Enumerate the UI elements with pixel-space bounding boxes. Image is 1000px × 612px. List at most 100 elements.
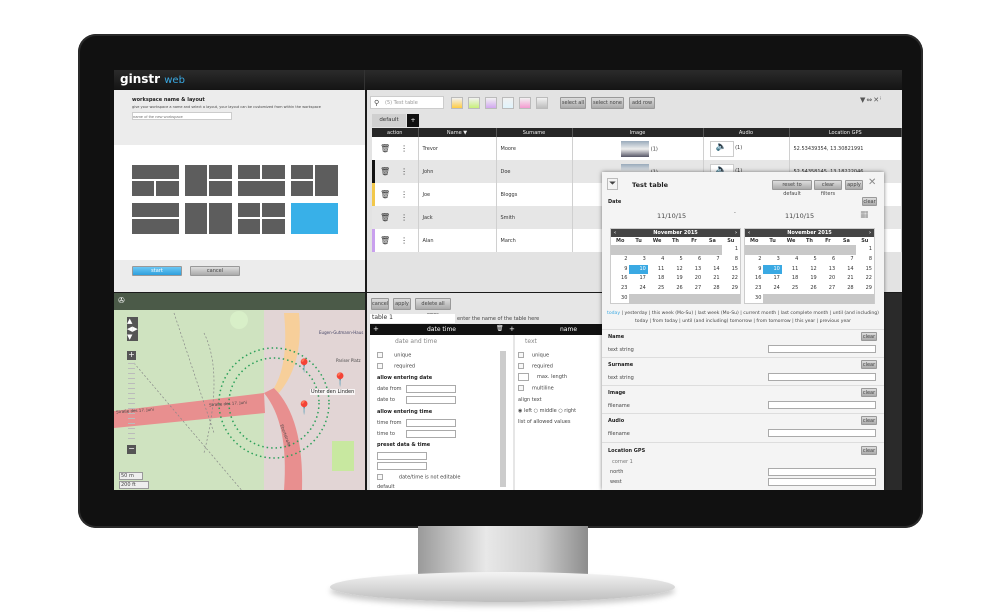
row-menu-icon[interactable]: ⋮ <box>400 213 409 222</box>
row-menu-icon[interactable]: ⋮ <box>400 144 409 153</box>
map-pan-control[interactable]: ▲ ◀▶ ▼ <box>127 317 138 341</box>
align-right-radio[interactable]: ○ <box>558 408 563 414</box>
field-clear-button[interactable]: clear <box>861 388 877 397</box>
map-layers-icon[interactable]: ✇ <box>118 296 125 305</box>
calendar-day[interactable]: 21 <box>713 275 720 282</box>
scrollbar[interactable] <box>500 351 506 487</box>
col-gps[interactable]: Location GPS <box>789 128 902 137</box>
calendar-icon[interactable]: ▦ <box>860 210 869 220</box>
calendar-day[interactable]: 6 <box>697 255 702 262</box>
map-marker-icon[interactable]: 📍 <box>296 359 313 374</box>
close-icon[interactable]: ✕ <box>868 177 877 188</box>
calendar-day[interactable]: 22 <box>731 275 738 282</box>
next-month-icon[interactable]: › <box>868 230 871 236</box>
gps-clear-button[interactable]: clear <box>861 446 877 455</box>
calendar-day[interactable]: 29 <box>731 285 738 292</box>
north-input[interactable] <box>768 468 876 476</box>
calendar-day[interactable]: 5 <box>813 255 817 262</box>
calendar-day[interactable]: 10 <box>629 264 648 275</box>
calendar-day[interactable]: 9 <box>758 265 762 272</box>
layout-option[interactable] <box>132 203 179 234</box>
next-month-icon[interactable]: › <box>734 230 737 236</box>
speaker-icon[interactable]: 🔈 <box>709 140 734 157</box>
col1-header[interactable]: date time <box>427 326 456 333</box>
add-row-button[interactable]: add row <box>629 97 655 109</box>
quick-today-link[interactable]: today <box>607 311 621 316</box>
calendar-day[interactable]: 2 <box>624 255 628 262</box>
row-menu-icon[interactable]: ⋮ <box>400 236 409 245</box>
calendar-day[interactable]: 19 <box>676 275 683 282</box>
layout-option[interactable] <box>132 165 179 196</box>
calendar-day[interactable]: 16 <box>621 275 628 282</box>
calendar-day[interactable]: 3 <box>776 255 780 262</box>
col-image[interactable]: Image <box>572 128 704 137</box>
calendar-day[interactable]: 15 <box>865 265 872 272</box>
time-from-input[interactable] <box>406 419 456 427</box>
calendar-day[interactable]: 18 <box>791 275 799 282</box>
zoom-slider[interactable] <box>128 363 135 443</box>
trash-icon[interactable]: 🗑 <box>380 213 391 222</box>
color-filter-swatch[interactable] <box>519 97 531 109</box>
calendar-day[interactable]: 2 <box>758 255 762 262</box>
calendar-day[interactable]: 6 <box>831 255 836 262</box>
calendar-day[interactable]: 25 <box>657 285 665 292</box>
not-editable-checkbox[interactable] <box>377 474 383 480</box>
date-clear-button[interactable]: clear <box>862 197 877 206</box>
calendar-day[interactable]: 24 <box>639 285 646 292</box>
calendar-day[interactable]: 15 <box>731 265 738 272</box>
apply-button[interactable]: apply <box>845 180 863 190</box>
calendar-day[interactable]: 27 <box>694 285 702 292</box>
select-all-button[interactable]: select all <box>560 97 586 109</box>
calendar-day[interactable]: 28 <box>713 285 720 292</box>
west-input[interactable] <box>768 478 876 486</box>
color-filter-swatch[interactable] <box>536 97 548 109</box>
add-tab-button[interactable]: + <box>407 114 419 127</box>
calendar-day[interactable]: 4 <box>661 255 665 262</box>
calendar-day[interactable]: 11 <box>657 265 665 272</box>
calendar-day[interactable]: 16 <box>755 275 762 282</box>
reset-to-default-button[interactable]: reset to default <box>772 180 812 197</box>
calendar-day[interactable]: 12 <box>676 265 683 272</box>
prev-month-icon[interactable]: ‹ <box>614 230 617 236</box>
col2-unique-checkbox[interactable] <box>518 352 524 358</box>
layout-option[interactable] <box>291 165 338 196</box>
panel-window-icons[interactable]: ▼⇔✕ⁱ <box>860 96 883 104</box>
required-checkbox[interactable] <box>377 363 383 369</box>
calendar-day[interactable]: 28 <box>847 285 854 292</box>
calendar-day[interactable]: 30 <box>755 294 762 301</box>
calendar-day[interactable]: 9 <box>624 265 628 272</box>
image-thumbnail[interactable] <box>621 140 650 157</box>
field-clear-button[interactable]: clear <box>861 332 877 341</box>
calendar-day[interactable]: 8 <box>734 255 738 262</box>
layout-option[interactable] <box>291 203 338 234</box>
calendar-day[interactable]: 5 <box>679 255 683 262</box>
add-column-left[interactable]: + <box>373 325 379 333</box>
date-from-value[interactable]: 11/10/15 <box>657 212 687 220</box>
map-panel[interactable]: ✇ ▲ ◀▶ ▼ + − 50 m 200 ft Straße des 17. Ju… <box>114 293 365 490</box>
calendar-day[interactable]: 27 <box>828 285 836 292</box>
trash-icon[interactable]: 🗑 <box>380 167 391 176</box>
search-input[interactable]: ⚲ (5) Test table <box>370 96 444 109</box>
table-row[interactable]: 🗑 ⋮ Trevor Moore (1) 🔈 (1) 52.53439354, 13.30… <box>372 137 902 160</box>
calendar-to[interactable]: ‹ November 2015 › Mo Tu We Th Fr Sa Su 1 2 3 4 5 6 7 8 9 10… <box>744 228 875 304</box>
calendar-day[interactable]: 4 <box>795 255 799 262</box>
map-marker-icon[interactable]: 📍 <box>332 373 349 388</box>
field-clear-button[interactable]: clear <box>861 416 877 425</box>
calendar-day[interactable]: 26 <box>810 285 817 292</box>
calendar-day[interactable]: 1 <box>734 246 738 252</box>
table-name-input[interactable]: table 1 <box>370 314 455 323</box>
select-none-button[interactable]: select none <box>591 97 624 109</box>
field-input[interactable] <box>768 345 876 353</box>
calendar-day[interactable]: 19 <box>810 275 817 282</box>
calendar-day[interactable]: 22 <box>865 275 872 282</box>
workspace-name-input[interactable] <box>132 112 232 120</box>
delete-all-rows-button[interactable]: delete all rows <box>415 298 451 318</box>
layout-option[interactable] <box>238 165 285 196</box>
date-from-input[interactable] <box>406 385 456 393</box>
calendar-day[interactable]: 25 <box>791 285 799 292</box>
field-input[interactable] <box>768 373 876 381</box>
layout-option[interactable] <box>185 165 232 196</box>
calendar-day[interactable]: 13 <box>694 265 702 272</box>
max-length-input[interactable] <box>518 373 529 381</box>
cancel-button[interactable]: cancel <box>190 266 240 276</box>
